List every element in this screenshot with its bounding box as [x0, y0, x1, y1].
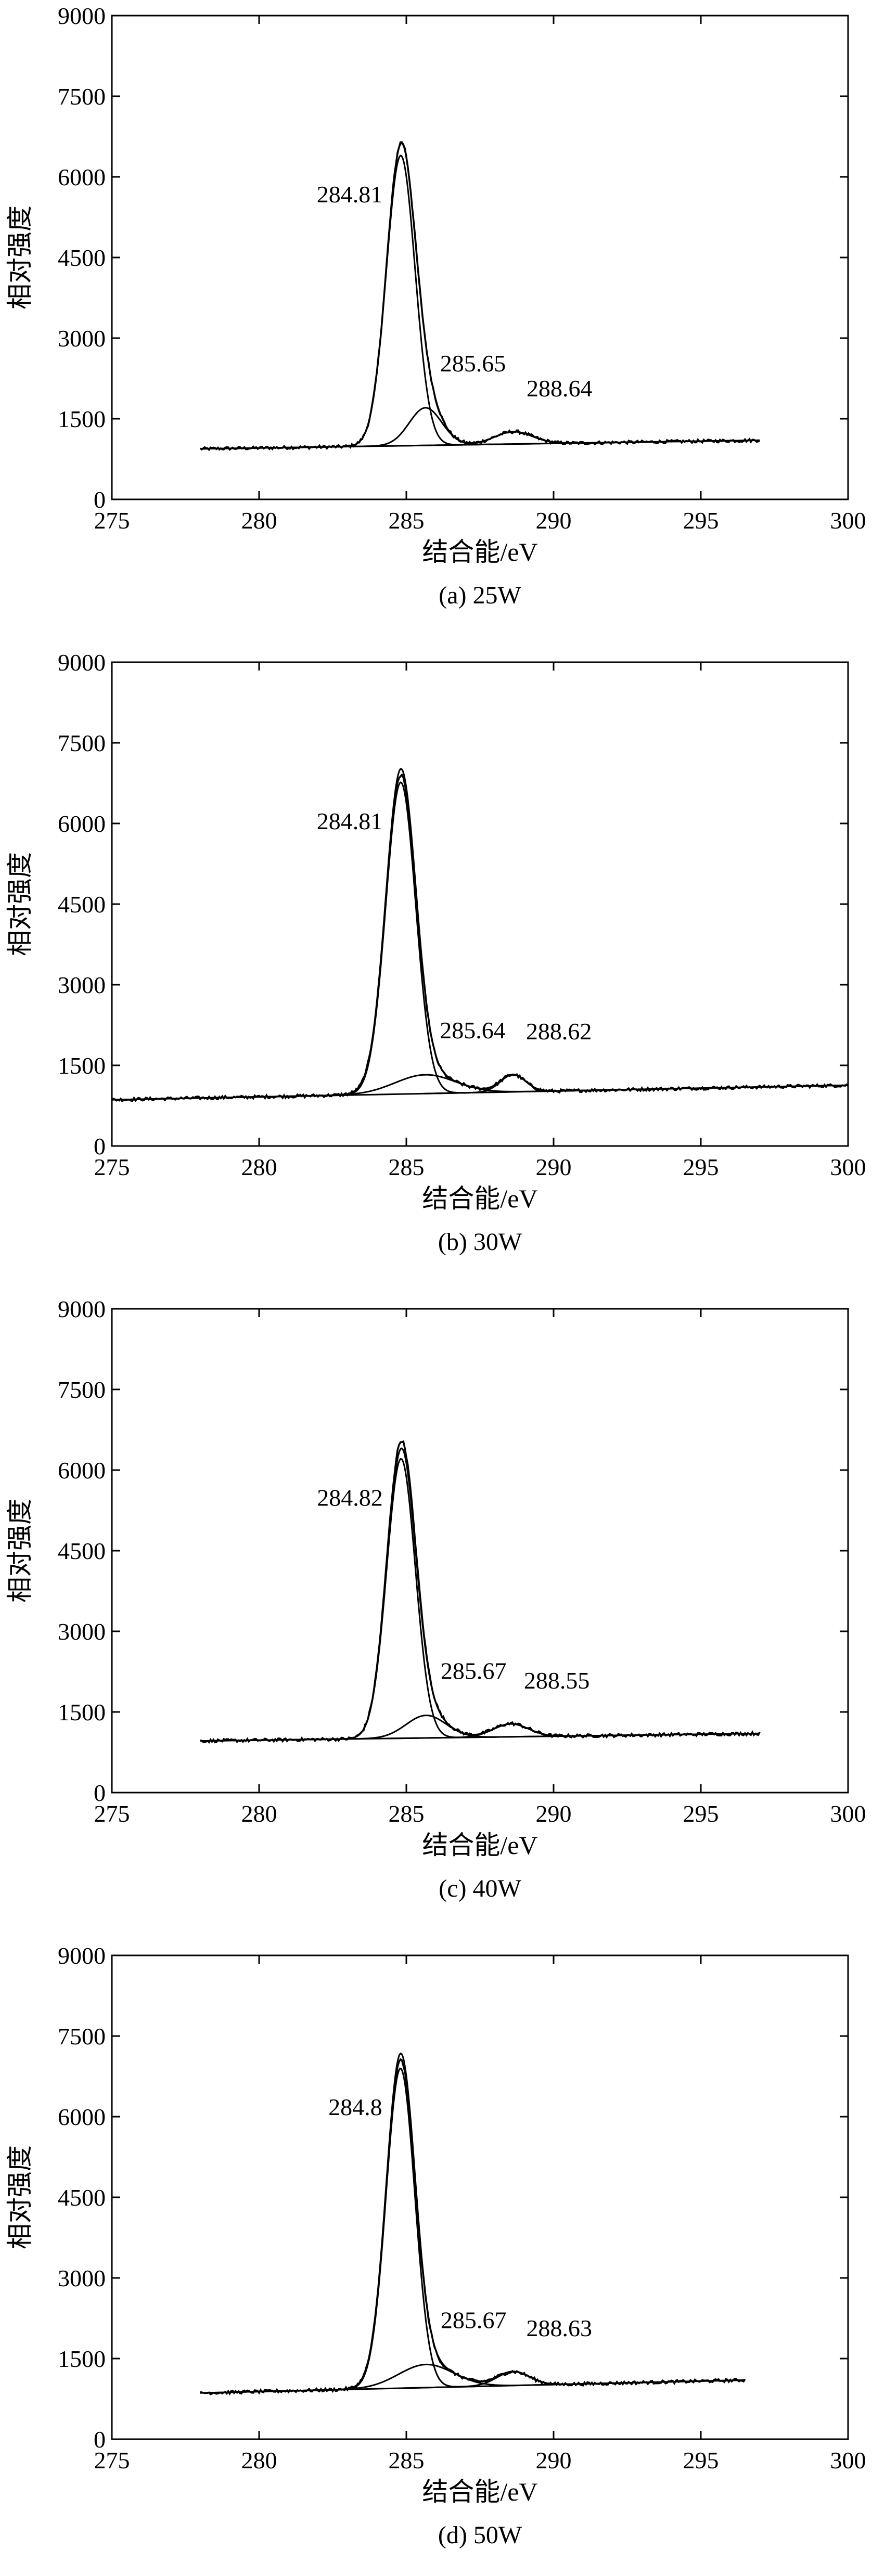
x-tick-label: 290: [536, 1800, 572, 1827]
y-tick-label: 9000: [58, 1296, 106, 1322]
x-axis-title: 结合能/eV: [422, 1831, 537, 1860]
peak-label: 288.63: [526, 2315, 592, 2341]
panel-caption: (c) 40W: [439, 1875, 521, 1902]
panel-caption: (d) 50W: [438, 2521, 522, 2549]
x-tick-label: 280: [241, 507, 277, 534]
raw-spectrum-line: [200, 2058, 746, 2396]
peak-label: 288.64: [527, 375, 592, 402]
y-tick-label: 3000: [58, 325, 106, 352]
peak-label: 284.82: [317, 1484, 383, 1511]
y-axis-title: 相对强度: [5, 205, 34, 310]
y-tick-label: 4500: [58, 2184, 106, 2211]
y-tick-label: 6000: [58, 2104, 106, 2130]
y-tick-label: 0: [94, 2426, 106, 2453]
y-tick-label: 1500: [58, 1699, 106, 1725]
x-axis-title: 结合能/eV: [422, 2477, 537, 2506]
y-tick-label: 4500: [58, 891, 106, 918]
x-tick-label: 295: [683, 2447, 719, 2474]
y-tick-label: 7500: [58, 1376, 106, 1403]
y-tick-label: 0: [94, 1133, 106, 1160]
peak-label: 284.8: [328, 2094, 382, 2120]
y-axis-title: 相对强度: [5, 852, 34, 956]
x-tick-label: 295: [683, 1800, 719, 1827]
x-tick-label: 300: [830, 1800, 866, 1827]
y-tick-label: 4500: [58, 244, 106, 271]
x-tick-label: 300: [830, 1154, 866, 1180]
x-tick-label: 275: [94, 2447, 130, 2474]
x-tick-label: 275: [94, 507, 130, 534]
peak-label: 284.81: [317, 808, 383, 834]
raw-spectrum-line: [200, 1440, 761, 1744]
chart-panel-1: 275 280 285 290 295 3000150030004500600075009…: [5, 3, 866, 609]
peak-label: 288.55: [524, 1667, 589, 1694]
x-tick-label: 280: [241, 1800, 277, 1827]
x-tick-label: 280: [241, 1154, 277, 1180]
x-tick-label: 285: [389, 2447, 425, 2474]
x-tick-label: 275: [94, 1800, 130, 1827]
x-tick-label: 285: [389, 507, 425, 534]
peak-label: 285.65: [440, 350, 506, 377]
y-tick-label: 0: [94, 486, 106, 513]
y-tick-label: 3000: [58, 972, 106, 998]
y-tick-label: 7500: [58, 83, 106, 110]
x-tick-label: 275: [94, 1154, 130, 1180]
x-tick-label: 295: [683, 507, 719, 534]
y-tick-label: 7500: [58, 2023, 106, 2050]
x-tick-label: 290: [536, 2447, 572, 2474]
y-tick-label: 6000: [58, 810, 106, 837]
y-tick-label: 1500: [58, 1052, 106, 1079]
chart-panel-4: 275 280 285 290 295 3000150030004500600075009…: [5, 1942, 866, 2549]
y-tick-label: 9000: [58, 649, 106, 676]
x-tick-label: 300: [830, 2447, 866, 2474]
y-axis-title: 相对强度: [5, 2145, 34, 2249]
peak-label: 284.81: [317, 181, 383, 208]
x-axis-title: 结合能/eV: [422, 1184, 537, 1213]
panel-caption: (b) 30W: [438, 1228, 522, 1256]
y-tick-label: 3000: [58, 1618, 106, 1645]
x-tick-label: 290: [536, 507, 572, 534]
raw-spectrum-line: [111, 773, 849, 1103]
x-tick-label: 280: [241, 2447, 277, 2474]
y-tick-label: 7500: [58, 730, 106, 756]
x-tick-label: 300: [830, 507, 866, 534]
y-tick-label: 3000: [58, 2265, 106, 2291]
x-tick-label: 285: [389, 1154, 425, 1180]
y-tick-label: 6000: [58, 164, 106, 190]
y-tick-label: 6000: [58, 1457, 106, 1484]
y-tick-label: 9000: [58, 1942, 106, 1969]
x-tick-label: 285: [389, 1800, 425, 1827]
peak-label: 285.67: [441, 1658, 507, 1684]
y-tick-label: 0: [94, 1780, 106, 1806]
y-tick-label: 4500: [58, 1538, 106, 1564]
x-axis-title: 结合能/eV: [422, 537, 537, 566]
peak-label: 285.64: [440, 1017, 506, 1044]
peak-label: 288.62: [526, 1018, 592, 1045]
chart-panel-3: 275 280 285 290 295 3000150030004500600075009…: [5, 1296, 866, 1902]
y-tick-label: 9000: [58, 3, 106, 29]
x-tick-label: 290: [536, 1154, 572, 1180]
x-tick-label: 295: [683, 1154, 719, 1180]
peak-label: 285.67: [441, 2307, 507, 2333]
panel-caption: (a) 25W: [439, 582, 521, 609]
y-axis-title: 相对强度: [5, 1499, 34, 1603]
chart-panel-2: 275 280 285 290 295 3000150030004500600075009…: [5, 649, 866, 1256]
y-tick-label: 1500: [58, 2346, 106, 2372]
raw-spectrum-line: [199, 141, 760, 452]
y-tick-label: 1500: [58, 406, 106, 432]
